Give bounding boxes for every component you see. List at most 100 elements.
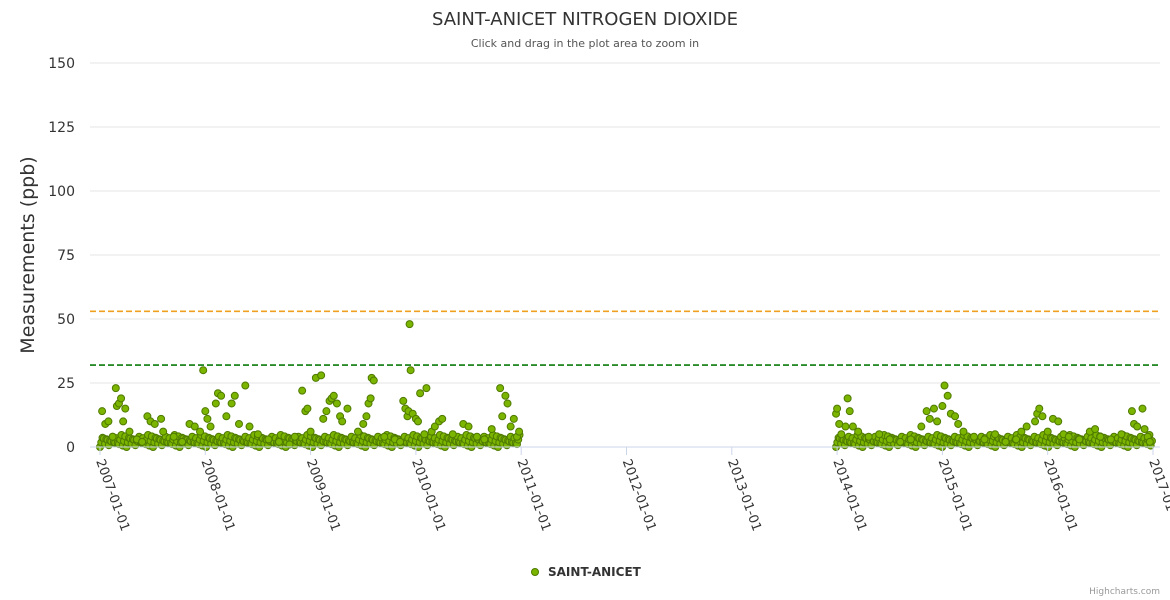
data-point[interactable]: [833, 404, 842, 413]
data-point[interactable]: [1001, 437, 1010, 446]
data-point[interactable]: [922, 407, 931, 416]
data-point[interactable]: [1075, 435, 1084, 444]
data-point[interactable]: [422, 384, 431, 393]
data-point[interactable]: [306, 427, 315, 436]
data-point[interactable]: [111, 384, 120, 393]
data-point[interactable]: [359, 419, 368, 428]
data-point[interactable]: [406, 366, 415, 375]
data-point[interactable]: [1031, 417, 1040, 426]
data-point[interactable]: [178, 437, 187, 446]
data-point[interactable]: [369, 376, 378, 385]
data-point[interactable]: [206, 422, 215, 431]
data-point[interactable]: [1064, 432, 1073, 441]
data-point[interactable]: [1133, 422, 1142, 431]
data-point[interactable]: [245, 422, 254, 431]
data-point[interactable]: [138, 437, 147, 446]
data-point[interactable]: [157, 414, 166, 423]
data-point[interactable]: [399, 396, 408, 405]
data-point[interactable]: [906, 435, 915, 444]
data-point[interactable]: [253, 430, 262, 439]
data-point[interactable]: [98, 407, 107, 416]
data-point[interactable]: [322, 407, 331, 416]
data-point[interactable]: [1054, 417, 1063, 426]
data-point[interactable]: [396, 437, 405, 446]
credits-link[interactable]: Highcharts.com: [1089, 587, 1160, 597]
data-point[interactable]: [472, 432, 481, 441]
data-point[interactable]: [303, 404, 312, 413]
data-point[interactable]: [854, 427, 863, 436]
data-point[interactable]: [1022, 422, 1031, 431]
data-point[interactable]: [230, 391, 239, 400]
data-point[interactable]: [416, 389, 425, 398]
data-point[interactable]: [414, 417, 423, 426]
data-point[interactable]: [201, 407, 210, 416]
data-point[interactable]: [159, 427, 168, 436]
data-point[interactable]: [1106, 435, 1115, 444]
data-point[interactable]: [217, 391, 226, 400]
data-point[interactable]: [362, 412, 371, 421]
data-point[interactable]: [125, 427, 134, 436]
data-point[interactable]: [1096, 432, 1105, 441]
data-point[interactable]: [933, 417, 942, 426]
data-point[interactable]: [275, 437, 284, 446]
data-point[interactable]: [234, 419, 243, 428]
data-point[interactable]: [329, 391, 338, 400]
data-point[interactable]: [241, 381, 250, 390]
data-point[interactable]: [943, 391, 952, 400]
data-point[interactable]: [991, 430, 1000, 439]
data-point[interactable]: [119, 417, 128, 426]
data-point[interactable]: [940, 381, 949, 390]
data-point[interactable]: [353, 427, 362, 436]
data-point[interactable]: [1035, 404, 1044, 413]
legend[interactable]: SAINT-ANICET: [531, 565, 642, 579]
data-point[interactable]: [430, 422, 439, 431]
data-point[interactable]: [885, 435, 894, 444]
data-point[interactable]: [190, 422, 199, 431]
data-point[interactable]: [196, 427, 205, 436]
data-point[interactable]: [319, 414, 328, 423]
data-point[interactable]: [496, 384, 505, 393]
data-point[interactable]: [509, 414, 518, 423]
legend-marker-icon[interactable]: [531, 568, 539, 576]
data-point[interactable]: [317, 371, 326, 380]
data-point[interactable]: [938, 402, 947, 411]
legend-item-saint-anicet[interactable]: SAINT-ANICET: [548, 565, 642, 579]
data-point[interactable]: [503, 399, 512, 408]
data-point[interactable]: [150, 419, 159, 428]
data-point[interactable]: [1038, 412, 1047, 421]
data-point[interactable]: [506, 422, 515, 431]
data-point[interactable]: [1091, 425, 1100, 434]
data-point[interactable]: [980, 435, 989, 444]
data-point[interactable]: [837, 430, 846, 439]
data-point[interactable]: [1017, 427, 1026, 436]
data-point[interactable]: [959, 427, 968, 436]
data-point[interactable]: [1140, 425, 1149, 434]
data-point[interactable]: [438, 414, 447, 423]
data-point[interactable]: [366, 394, 375, 403]
data-point[interactable]: [290, 432, 299, 441]
data-point[interactable]: [487, 425, 496, 434]
data-point[interactable]: [864, 432, 873, 441]
data-point[interactable]: [929, 404, 938, 413]
data-point[interactable]: [298, 386, 307, 395]
data-point[interactable]: [917, 422, 926, 431]
data-point[interactable]: [954, 419, 963, 428]
data-point[interactable]: [925, 414, 934, 423]
data-point[interactable]: [203, 414, 212, 423]
data-point[interactable]: [515, 427, 524, 436]
data-point[interactable]: [420, 430, 429, 439]
data-point[interactable]: [1145, 437, 1154, 446]
data-point[interactable]: [969, 432, 978, 441]
data-point[interactable]: [1043, 427, 1052, 436]
data-point[interactable]: [264, 435, 273, 444]
data-point[interactable]: [227, 399, 236, 408]
data-point[interactable]: [464, 422, 473, 431]
data-point[interactable]: [480, 435, 489, 444]
data-point[interactable]: [380, 432, 389, 441]
data-point[interactable]: [121, 404, 130, 413]
data-point[interactable]: [222, 412, 231, 421]
data-point[interactable]: [343, 404, 352, 413]
data-point[interactable]: [448, 430, 457, 439]
data-point[interactable]: [405, 320, 414, 329]
